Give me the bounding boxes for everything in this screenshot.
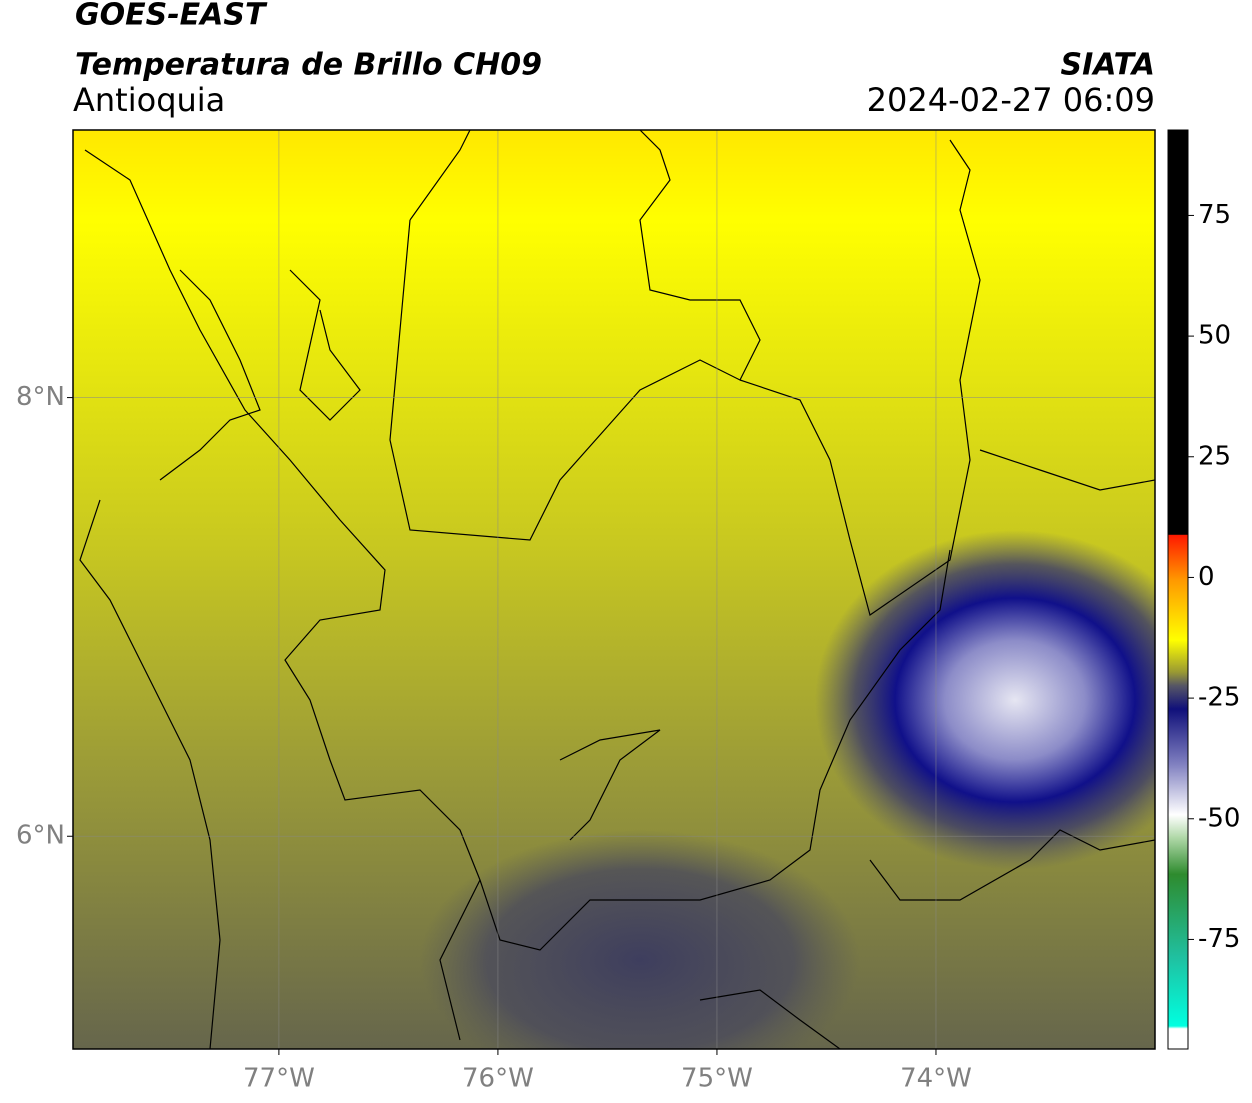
colorbar — [1167, 129, 1189, 1050]
timestamp: 2024-02-27 06:09 — [867, 81, 1155, 119]
title: GOES-EAST — [75, 0, 268, 33]
y-tick-label: 8°N — [16, 382, 65, 412]
storm-cloud — [815, 530, 1155, 870]
x-tick-label: 76°W — [462, 1064, 534, 1094]
colorbar-tick-label: 50 — [1198, 321, 1231, 351]
region: Antioquia — [73, 81, 225, 119]
cold-area — [420, 830, 860, 1049]
y-tick-label: 6°N — [16, 821, 65, 851]
colorbar-tick-label: -75 — [1198, 924, 1240, 954]
borders — [79, 130, 1155, 1049]
x-tick-label: 75°W — [681, 1064, 753, 1094]
colorbar-tick-label: -50 — [1198, 803, 1240, 833]
colorbar-tick-label: -25 — [1198, 683, 1240, 713]
map-frame — [72, 129, 1156, 1050]
map-area — [73, 130, 1155, 1049]
x-tick-label: 74°W — [900, 1064, 972, 1094]
colorbar-tick-label: 0 — [1198, 562, 1215, 592]
x-tick-label: 77°W — [243, 1064, 315, 1094]
colorbar-tick-label: 75 — [1198, 200, 1231, 230]
colorbar-tick-label: 25 — [1198, 441, 1231, 471]
source: SIATA — [1061, 48, 1155, 83]
subtitle: Temperatura de Brillo CH09 — [75, 48, 542, 83]
